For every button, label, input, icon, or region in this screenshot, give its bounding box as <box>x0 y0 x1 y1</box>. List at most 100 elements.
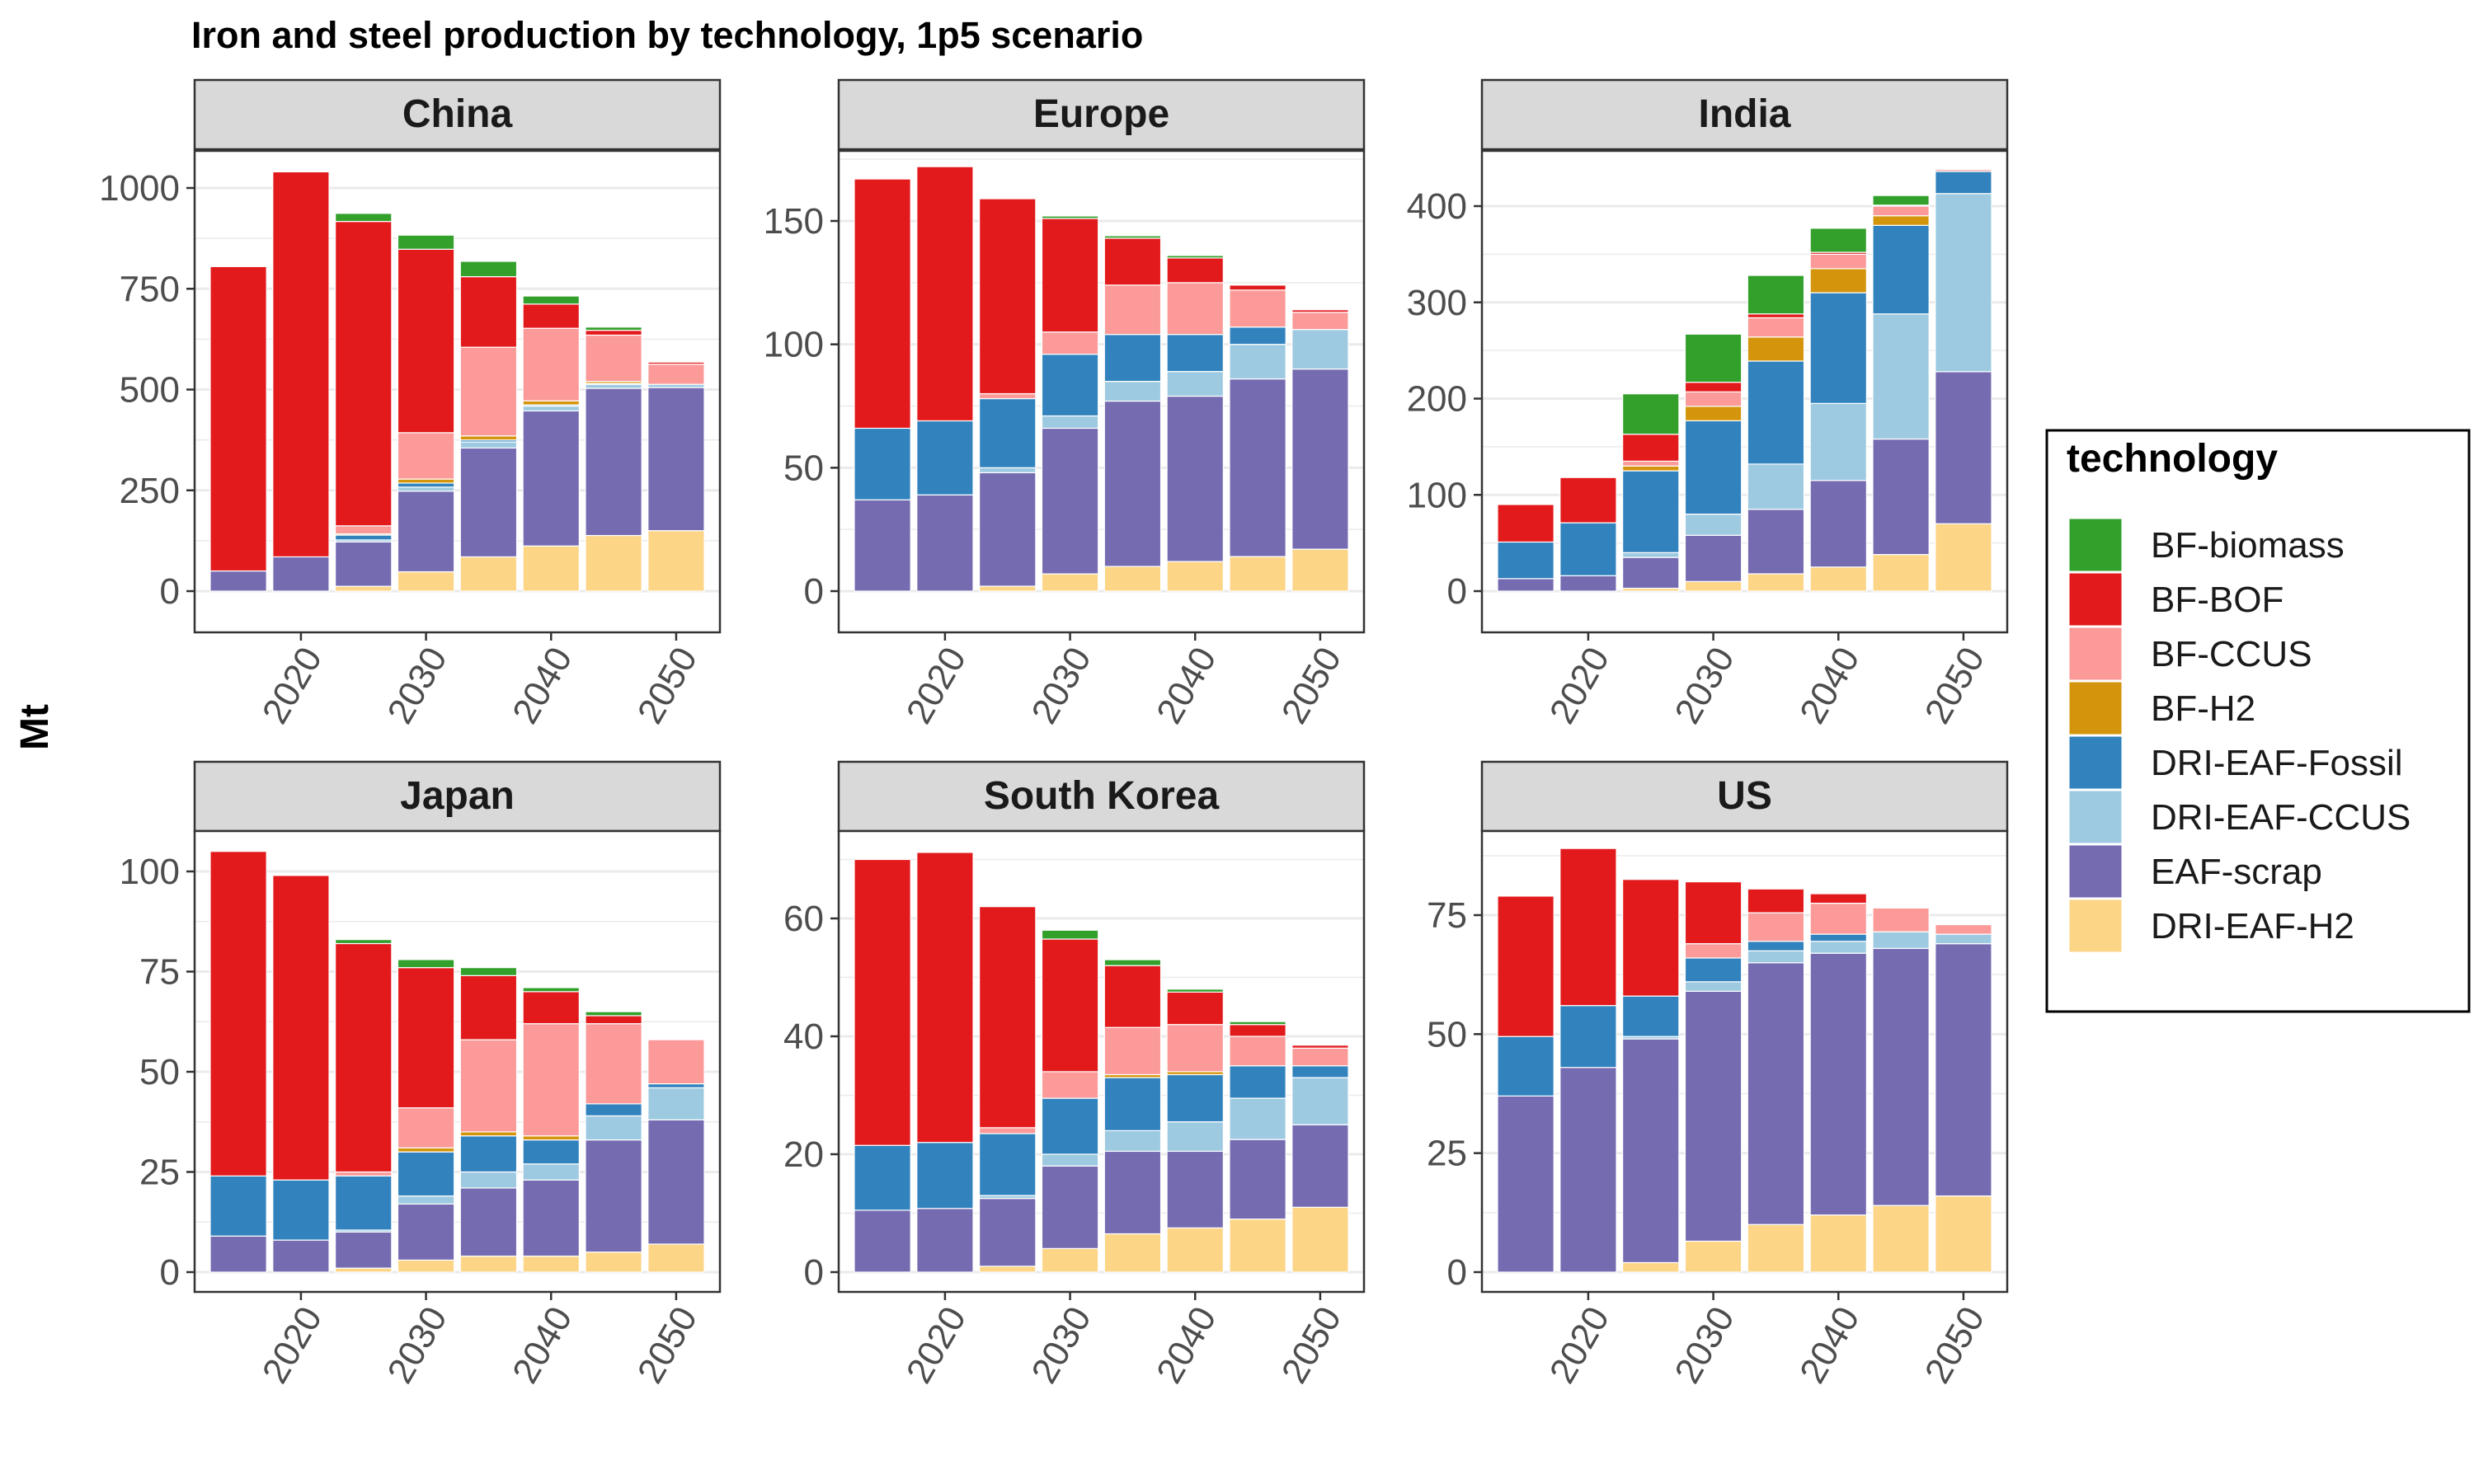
bar-europe-2040-bf-biomass <box>1166 255 1224 259</box>
bar-south-korea-2025-dri-eaf-fossil <box>979 1133 1037 1196</box>
bar-south-korea-2030-eaf-scrap <box>1041 1165 1099 1250</box>
bar-south-korea-2040-dri-eaf-ccus <box>1166 1121 1224 1153</box>
bar-south-korea-2030-bf-bof <box>1041 938 1099 1073</box>
legend-label-dri-eaf-ccus: DRI-EAF-CCUS <box>2151 797 2411 838</box>
bar-india-2030-bf-bof <box>1684 382 1743 392</box>
legend-label-bf-ccus: BF-CCUS <box>2151 634 2312 674</box>
bar-europe-2025-dri-eaf-fossil <box>979 397 1037 468</box>
y-tick-label-india: 400 <box>1407 186 1467 227</box>
bar-japan-2045-dri-eaf-h2 <box>585 1252 642 1273</box>
legend-swatch-bf-h2 <box>2067 679 2124 737</box>
bar-europe-2025-dri-eaf-h2 <box>979 585 1037 592</box>
bar-china-2050-bf-bof <box>647 361 705 365</box>
bar-south-korea-2030-dri-eaf-ccus <box>1041 1153 1099 1167</box>
legend-swatch-dri-eaf-ccus <box>2067 788 2124 846</box>
bar-south-korea-2040-dri-eaf-h2 <box>1166 1227 1224 1273</box>
bar-india-2045-dri-eaf-h2 <box>1872 554 1930 592</box>
bar-india-2030-bf-biomass <box>1684 333 1743 383</box>
bar-india-2050-eaf-scrap <box>1935 371 1992 524</box>
bar-china-2040-bf-h2 <box>522 400 580 406</box>
legend-label-bf-biomass: BF-biomass <box>2151 525 2345 566</box>
panel-us: US 0 25 50 75 2020 2030 2040 2050 <box>1427 760 2009 1390</box>
bar-japan-2035-dri-eaf-h2 <box>459 1255 518 1273</box>
y-tick-label-south-korea: 60 <box>783 899 824 939</box>
bar-china-2045-dri-eaf-ccus <box>585 383 642 389</box>
bar-europe-2045-dri-eaf-h2 <box>1229 556 1286 592</box>
x-tick-label-south-korea: 2030 <box>1023 1300 1098 1390</box>
bar-south-korea-2015-dri-eaf-fossil <box>854 1144 911 1211</box>
y-tick-label-china: 250 <box>120 471 180 511</box>
bar-india-2035-dri-eaf-h2 <box>1747 573 1805 592</box>
panel-europe: Europe 0 50 100 150 2020 2030 2040 2050 <box>764 78 1366 730</box>
bar-india-2040-dri-eaf-ccus <box>1809 402 1867 481</box>
bar-india-2050-dri-eaf-fossil <box>1935 171 1992 195</box>
bar-india-2030-bf-ccus <box>1684 391 1743 407</box>
bar-japan-2025-eaf-scrap <box>335 1231 393 1269</box>
legend-swatch-dri-eaf-h2 <box>2067 897 2124 955</box>
bar-europe-2050-dri-eaf-h2 <box>1291 548 1349 592</box>
bar-europe-2045-bf-bof <box>1229 284 1286 291</box>
bar-japan-2045-dri-eaf-ccus <box>585 1115 642 1141</box>
bar-india-2035-dri-eaf-ccus <box>1747 463 1805 510</box>
bar-south-korea-2050-bf-bof <box>1291 1045 1349 1049</box>
bar-india-2035-bf-bof <box>1747 313 1805 319</box>
bar-south-korea-2030-bf-biomass <box>1041 929 1099 940</box>
bar-europe-2030-bf-ccus <box>1041 331 1099 355</box>
y-tick-label-china: 0 <box>160 571 180 612</box>
bar-japan-2030-dri-eaf-ccus <box>397 1195 455 1205</box>
bar-india-2040-eaf-scrap <box>1809 480 1867 568</box>
bar-india-2035-eaf-scrap <box>1747 509 1805 575</box>
x-tick-label-japan: 2040 <box>505 1300 580 1390</box>
panel-border-europe <box>837 149 1366 634</box>
bar-europe-2030-dri-eaf-fossil <box>1041 354 1099 417</box>
bar-us-2045-bf-ccus <box>1872 907 1930 932</box>
bar-india-2045-dri-eaf-ccus <box>1872 313 1930 440</box>
bar-china-2035-bf-biomass <box>459 261 518 278</box>
bar-china-2040-dri-eaf-ccus <box>522 405 580 412</box>
bar-india-2025-dri-eaf-fossil <box>1622 470 1680 553</box>
bar-europe-2040-bf-bof <box>1166 257 1224 284</box>
bar-india-2035-dri-eaf-fossil <box>1747 360 1805 465</box>
bar-japan-2030-bf-bof <box>397 967 455 1109</box>
bar-china-2015-bf-bof <box>209 265 267 572</box>
strip-us <box>1480 760 2009 833</box>
bar-japan-2025-dri-eaf-h2 <box>335 1267 393 1273</box>
bar-japan-2015-dri-eaf-fossil <box>209 1175 267 1237</box>
bar-south-korea-2035-bf-bof <box>1103 965 1162 1028</box>
bar-us-2020-bf-bof <box>1559 848 1617 1007</box>
panel-india: India 0 100 200 300 400 2020 2030 2040 2050 <box>1407 78 2009 730</box>
bar-japan-2045-bf-bof <box>585 1015 642 1025</box>
bar-china-2015-eaf-scrap <box>209 570 267 592</box>
bar-us-2035-dri-eaf-fossil <box>1747 941 1805 951</box>
bar-india-2025-bf-bof <box>1622 434 1680 462</box>
bar-south-korea-2045-dri-eaf-h2 <box>1229 1219 1286 1273</box>
bar-us-2040-bf-ccus <box>1809 902 1867 935</box>
legend-swatch-bf-ccus <box>2067 625 2124 683</box>
y-tick-label-us: 25 <box>1427 1134 1467 1174</box>
bar-japan-2050-dri-eaf-ccus <box>647 1087 705 1120</box>
bar-us-2045-eaf-scrap <box>1872 947 1930 1206</box>
bar-europe-2020-dri-eaf-fossil <box>916 420 974 495</box>
bar-india-2020-dri-eaf-fossil <box>1559 522 1617 576</box>
bar-us-2030-dri-eaf-ccus <box>1684 981 1743 992</box>
bar-us-2045-dri-eaf-ccus <box>1872 931 1930 950</box>
bar-india-2025-bf-h2 <box>1622 465 1680 472</box>
bar-europe-2040-dri-eaf-fossil <box>1166 334 1224 373</box>
panel-china: China 0 250 500 750 1000 2020 2030 2040 2050 <box>99 78 722 730</box>
bar-china-2040-bf-biomass <box>522 295 580 305</box>
bar-china-2050-eaf-scrap <box>647 387 705 532</box>
bar-india-2050-bf-ccus <box>1935 169 1992 172</box>
bar-europe-2015-eaf-scrap <box>854 499 911 592</box>
bar-europe-2050-eaf-scrap <box>1291 369 1349 550</box>
x-tick-label-us: 2050 <box>1917 1300 1992 1390</box>
y-tick-label-south-korea: 40 <box>783 1017 824 1057</box>
bar-japan-2045-bf-ccus <box>585 1023 642 1105</box>
bar-japan-2045-eaf-scrap <box>585 1139 642 1253</box>
strip-label-south-korea: South Korea <box>984 774 1220 818</box>
bar-europe-2035-dri-eaf-fossil <box>1103 334 1162 383</box>
strip-label-us: US <box>1717 774 1772 818</box>
bar-japan-2015-eaf-scrap <box>209 1235 267 1273</box>
bar-china-2025-bf-bof <box>335 220 393 527</box>
x-tick-label-us: 2040 <box>1792 1300 1867 1390</box>
